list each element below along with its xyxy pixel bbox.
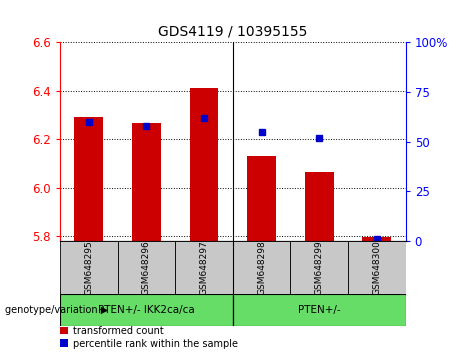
Bar: [305, 172, 334, 241]
Title: GDS4119 / 10395155: GDS4119 / 10395155: [158, 24, 307, 39]
Bar: [60, 241, 118, 294]
Bar: [118, 241, 175, 294]
Bar: [189, 88, 219, 241]
Bar: [233, 241, 290, 294]
Bar: [60, 294, 233, 326]
Text: PTEN+/-: PTEN+/-: [298, 305, 341, 315]
Text: genotype/variation ▶: genotype/variation ▶: [5, 305, 108, 315]
Text: GSM648297: GSM648297: [200, 240, 208, 295]
Legend: transformed count, percentile rank within the sample: transformed count, percentile rank withi…: [60, 326, 237, 349]
Bar: [362, 237, 391, 241]
Bar: [247, 156, 276, 241]
Bar: [348, 241, 406, 294]
Bar: [74, 118, 103, 241]
Text: GSM648299: GSM648299: [315, 240, 324, 295]
Text: PTEN+/- IKK2ca/ca: PTEN+/- IKK2ca/ca: [98, 305, 195, 315]
Bar: [175, 241, 233, 294]
Bar: [233, 294, 406, 326]
Text: GSM648296: GSM648296: [142, 240, 151, 295]
Text: GSM648300: GSM648300: [372, 240, 381, 295]
Bar: [290, 241, 348, 294]
Bar: [132, 124, 161, 241]
Text: GSM648295: GSM648295: [84, 240, 93, 295]
Text: GSM648298: GSM648298: [257, 240, 266, 295]
